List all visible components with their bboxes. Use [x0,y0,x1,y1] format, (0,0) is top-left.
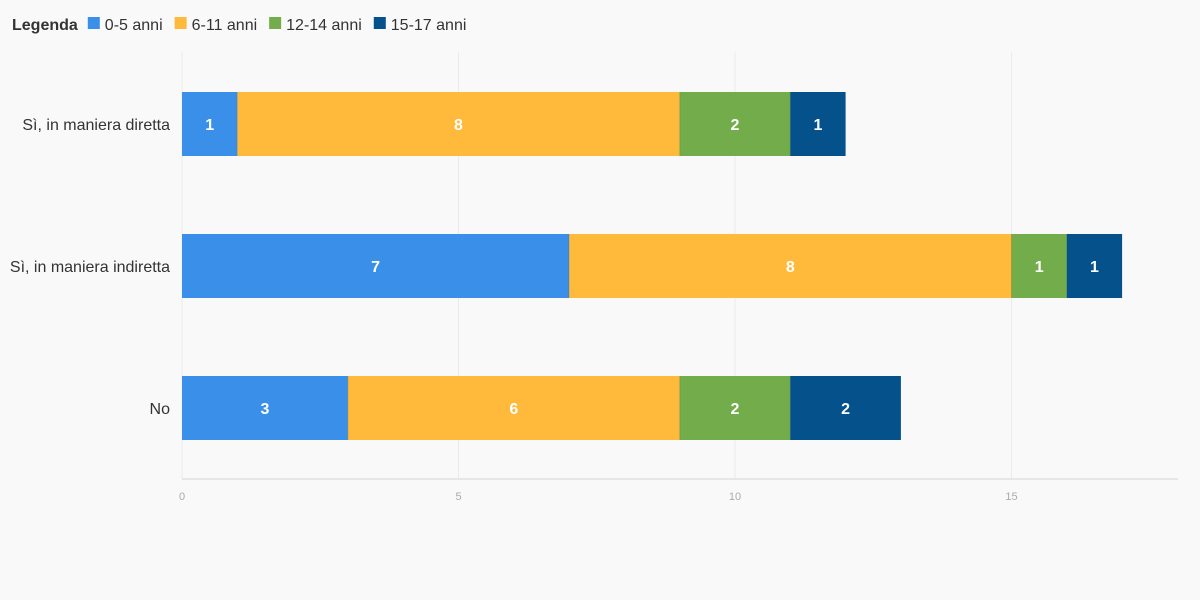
legend-label-4: 15-17 anni [391,17,467,34]
data-label-1-series-4: 1 [813,117,822,134]
data-label-2-series-3: 1 [1035,259,1044,276]
bar-2-series-4[interactable] [1066,234,1123,298]
x-tick-label-5: 5 [455,491,461,503]
data-label-2-series-2: 8 [786,259,795,276]
bar-3-series-3[interactable] [679,376,791,440]
bar-3-series-4[interactable] [790,376,901,440]
category-label-2: Sì, in maniera indiretta [10,259,170,276]
bar-2-series-1[interactable] [182,234,570,298]
legend-swatch-1 [87,17,100,29]
data-label-1-series-1: 1 [205,117,214,134]
data-label-2-series-1: 7 [371,259,380,276]
bars [182,92,1123,440]
bar-1-series-1[interactable] [182,92,238,156]
legend-swatch-3 [269,17,282,29]
legend-swatch-4 [373,17,386,29]
x-tick-label-0: 0 [179,491,185,503]
bar-2-series-2[interactable] [569,234,1012,298]
bar-1-series-2[interactable] [237,92,680,156]
x-tick-label-15: 15 [1005,491,1017,503]
bar-1-series-4[interactable] [790,92,846,156]
legend: Legenda 0-5 anni 6-11 anni 12-14 anni 15-17… [12,17,466,34]
legend-label-1: 0-5 anni [105,17,163,34]
bar-2-series-3[interactable] [1011,234,1067,298]
x-tick-label-10: 10 [729,491,741,503]
category-label-3: No [150,401,171,418]
data-label-2-series-4: 1 [1090,259,1099,276]
data-label-3-series-2: 6 [509,401,518,418]
legend-label-3: 12-14 anni [286,17,362,34]
data-label-3-series-3: 2 [731,401,740,418]
category-label-1: Sì, in maniera diretta [22,117,170,134]
data-label-3-series-4: 2 [841,401,850,418]
data-label-1-series-3: 2 [731,117,740,134]
legend-label-2: 6-11 anni [192,17,258,34]
labels: Sì, in maniera diretta 1 8 2 1 Sì, in maniera… [10,117,1099,418]
legend-swatch-2 [174,17,187,29]
bar-1-series-3[interactable] [679,92,791,156]
legend-title: Legenda [12,17,78,34]
bar-3-series-1[interactable] [182,376,348,440]
data-label-1-series-2: 8 [454,117,463,134]
data-label-3-series-1: 3 [260,401,269,418]
bar-3-series-2[interactable] [347,376,680,440]
